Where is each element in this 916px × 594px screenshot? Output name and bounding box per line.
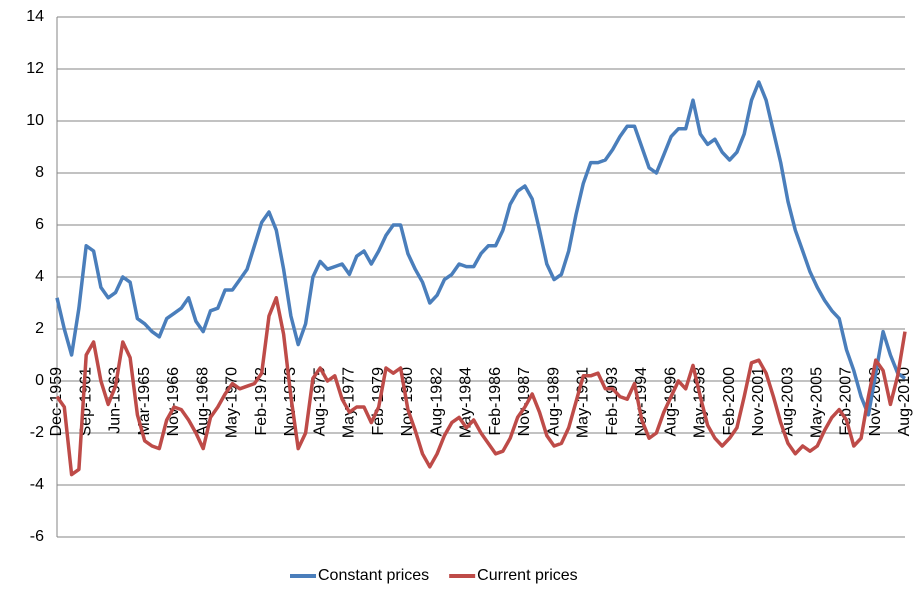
x-tick-label: Aug-2010 [896,367,913,436]
y-tick-label: 0 [35,372,44,389]
x-tick-label: Aug-1975 [311,367,328,436]
x-tick-label: Mar-1965 [136,367,153,436]
x-tick-label: Aug-2003 [779,367,796,436]
x-tick-label: Feb-2000 [721,367,738,436]
y-tick-label: 10 [26,112,44,129]
x-tick-label: Aug-1968 [194,367,211,436]
x-tick-label: Aug-1982 [428,367,445,436]
x-tick-label: Dec-1959 [48,367,65,436]
x-tick-label: May-2005 [808,367,825,438]
y-tick-label: 2 [35,320,44,337]
y-tick-label: 8 [35,164,44,181]
y-tick-label: 6 [35,216,44,233]
x-tick-label: Jun-1963 [107,367,124,434]
x-tick-label: May-1991 [575,367,592,438]
x-tick-label: Aug-1989 [545,367,562,436]
line-series [55,80,907,417]
x-tick-label: Nov-1987 [516,367,533,436]
x-tick-label: Feb-1972 [253,367,270,436]
x-tick-label: Feb-2007 [838,367,855,436]
y-tick-label: -4 [30,476,44,493]
y-tick-label: -2 [30,424,44,441]
x-tick-label: Aug-1996 [662,367,679,436]
y-tick-label: 14 [26,8,44,25]
x-tick-label: Feb-1993 [604,367,621,436]
legend-label: Constant prices [318,567,429,584]
y-tick-label: 12 [26,60,44,77]
x-tick-label: Nov-2001 [750,367,767,436]
x-tick-label: Feb-1986 [487,367,504,436]
x-tick-label: May-1970 [224,367,241,438]
y-tick-label: 4 [35,268,44,285]
x-tick-label: Nov-1966 [165,367,182,436]
y-tick-label: -6 [30,528,44,545]
line-series [55,296,907,477]
x-tick-label: May-1977 [341,367,358,438]
legend-label: Current prices [477,567,577,584]
x-tick-label: Nov-1994 [633,367,650,436]
